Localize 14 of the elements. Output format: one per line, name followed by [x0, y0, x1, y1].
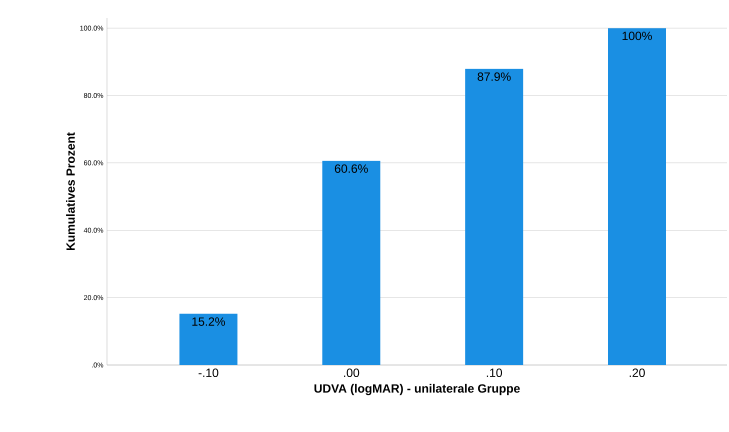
- data-label: 87.9%: [478, 72, 511, 81]
- bar: [179, 314, 238, 365]
- x-tick-label: .20: [630, 368, 645, 378]
- x-axis-title: UDVA (logMAR) - unilaterale Gruppe: [314, 384, 520, 396]
- bar: [608, 28, 666, 365]
- x-tick-label: -.10: [198, 368, 218, 378]
- bar: [322, 160, 380, 365]
- y-axis-title: Kumulatives Prozent: [66, 132, 75, 250]
- data-label: 60.6%: [334, 164, 368, 173]
- bar: [465, 68, 524, 365]
- x-tick-label: .00: [344, 368, 360, 378]
- x-tick-label: .10: [486, 368, 502, 378]
- data-label: 15.2%: [192, 317, 226, 326]
- data-label: 100%: [622, 32, 652, 40]
